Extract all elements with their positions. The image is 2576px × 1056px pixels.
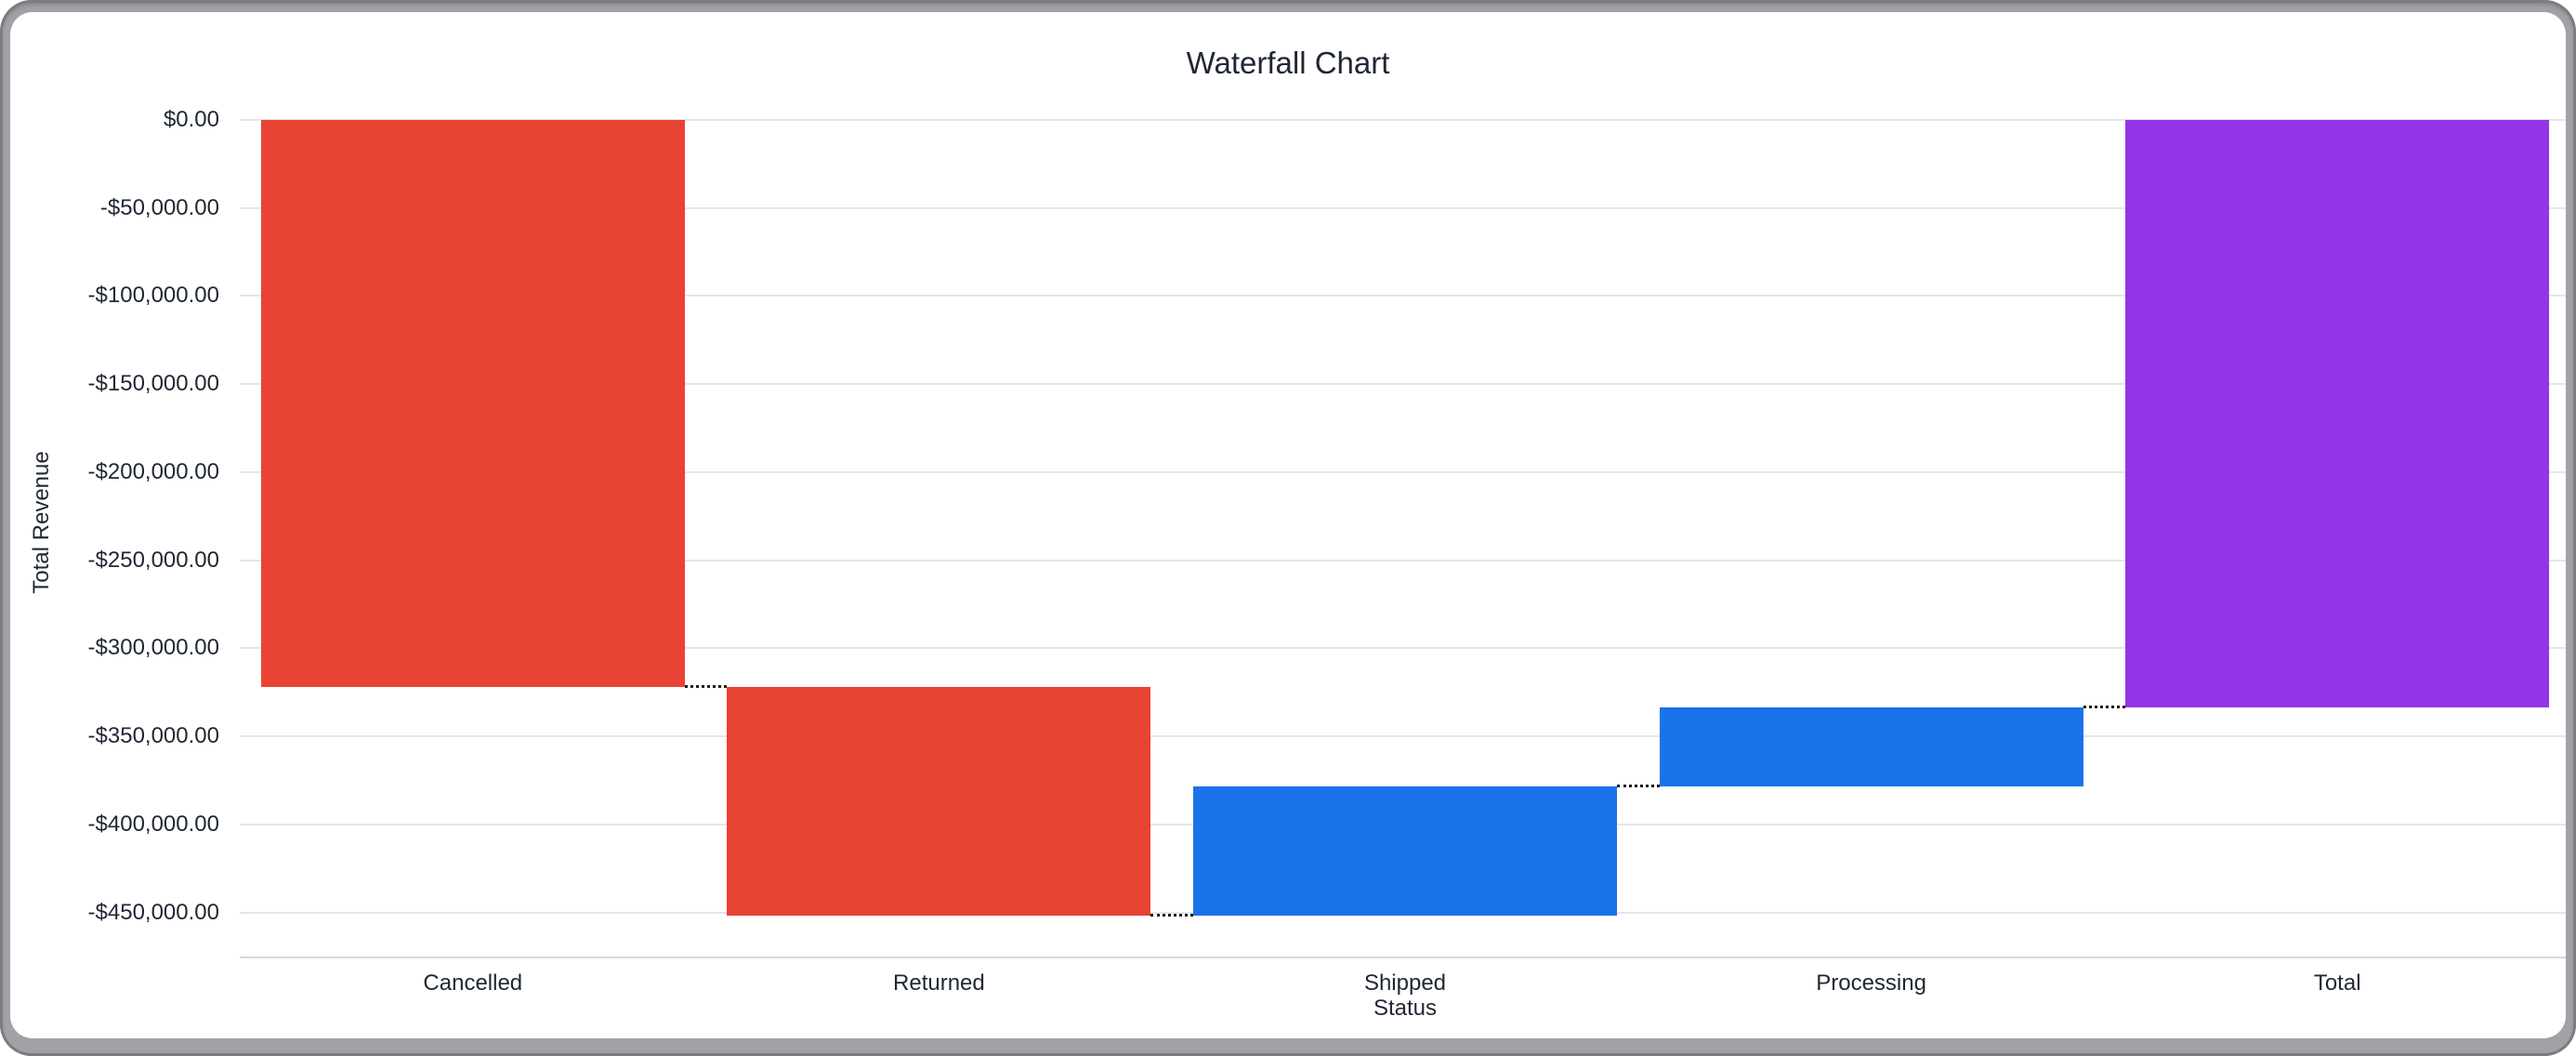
y-tick-label: -$400,000.00 [87,811,219,837]
y-tick-label: -$350,000.00 [87,723,219,749]
chart-title: Waterfall Chart [1186,46,1390,80]
bar-total[interactable] [2125,120,2550,707]
waterfall-connector [1150,914,1193,917]
y-gridline [240,295,2566,297]
bar-cancelled[interactable] [260,120,685,688]
y-tick-label: $0.00 [163,107,219,132]
x-category-label: Returned [893,970,985,996]
y-gridline [240,647,2566,650]
y-tick-label: -$300,000.00 [87,635,219,661]
y-tick-label: -$200,000.00 [87,458,219,484]
y-tick-label: -$250,000.00 [87,547,219,573]
chart-card: Waterfall Chart Total Revenue $0.00 -$50,… [10,12,2566,1038]
bar-shipped[interactable] [1193,786,1617,917]
bar-returned[interactable] [727,687,1151,917]
x-category-label: Processing [1816,970,1926,996]
y-tick-label: -$150,000.00 [87,371,219,397]
x-category-label: Total [2313,970,2361,996]
y-gridline [240,735,2566,738]
y-tick-label: -$50,000.00 [99,194,219,220]
y-gridline [240,559,2566,561]
x-category-label: Cancelled [423,970,523,996]
waterfall-connector [684,685,728,689]
y-gridline [240,206,2566,209]
waterfall-connector [2083,705,2126,708]
bar-processing[interactable] [1659,706,2083,787]
y-tick-label: -$100,000.00 [87,283,219,309]
y-tick-label: -$450,000.00 [87,899,219,925]
x-category-label: Shipped [1363,970,1447,996]
waterfall-connector [1617,785,1660,788]
y-gridline [240,119,2566,121]
x-axis-title: Status [1373,996,1438,1021]
x-axis-line [240,957,2566,958]
y-gridline [240,470,2566,473]
y-gridline [240,383,2566,386]
